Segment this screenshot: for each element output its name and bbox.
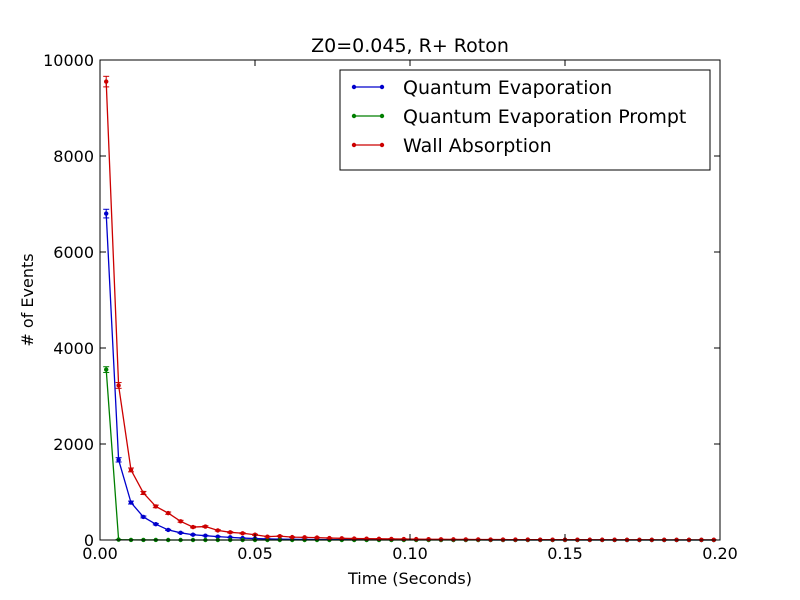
data-point [451,537,456,542]
y-tick-label: 10000 [43,51,94,70]
data-point [128,500,134,505]
x-tick-label: 0.00 [82,544,118,563]
axes-layer: 0.00 0.05 0.10 0.15 0.20 0 2000 4000 6000 8000 100… [43,51,738,563]
data-point [104,211,109,216]
data-point [463,537,468,542]
data-point [153,504,158,509]
data-point [401,536,406,542]
data-point [215,528,220,533]
legend-swatch-marker [351,113,357,119]
data-point [104,79,109,84]
data-point [153,521,158,527]
data-point [290,534,295,540]
data-point [203,524,208,529]
data-point [190,524,196,530]
data-point [215,534,220,539]
x-tick-label: 0.05 [237,544,273,563]
data-point [128,467,134,473]
data-point [240,531,245,536]
x-tick-label: 0.20 [702,544,738,563]
data-point [141,490,146,496]
y-axis-label: # of Events [18,253,37,346]
legend-label: Wall Absorption [403,135,552,157]
legend-entry: Quantum Evaporation Prompt [351,106,686,128]
data-point [116,383,121,388]
data-point [414,536,419,542]
data-point [339,536,344,541]
data-point [438,537,444,542]
y-tick-label: 0 [84,531,94,550]
data-point [178,519,183,524]
legend-label: Quantum Evaporation [403,77,612,99]
data-point [203,533,208,538]
legend-box [339,69,711,171]
y-tick-label: 2000 [53,435,94,454]
data-point [265,534,270,539]
x-tick-label: 0.15 [547,544,583,563]
data-point [104,367,109,372]
data-point [166,510,171,516]
data-point [426,537,431,542]
data-point [277,533,282,539]
chart-title: Z0=0.045, R+ Roton [311,35,509,57]
y-tick-label: 8000 [53,147,94,166]
y-tick-label: 6000 [53,243,94,262]
x-axis-label: Time (Seconds) [347,569,472,588]
legend: Quantum Evaporation Quantum Evaporation P… [339,69,711,171]
data-point [314,535,320,540]
data-point [116,457,121,463]
legend-entry: Quantum Evaporation [351,77,612,99]
data-point [228,530,233,535]
data-point [166,527,171,533]
x-tick-label: 0.10 [392,544,428,563]
data-point [190,532,196,537]
legend-swatch-marker [351,142,357,148]
y-tick-label: 4000 [53,339,94,358]
legend-entry: Wall Absorption [351,135,552,157]
data-point [327,535,332,541]
data-point [178,530,183,535]
data-point [302,535,307,540]
legend-swatch-marker [379,142,385,148]
data-point [476,537,481,542]
legend-label: Quantum Evaporation Prompt [403,106,686,128]
legend-swatch-marker [379,113,385,119]
legend-swatch-marker [379,84,385,90]
data-point [141,514,146,520]
legend-swatch-marker [351,84,357,90]
